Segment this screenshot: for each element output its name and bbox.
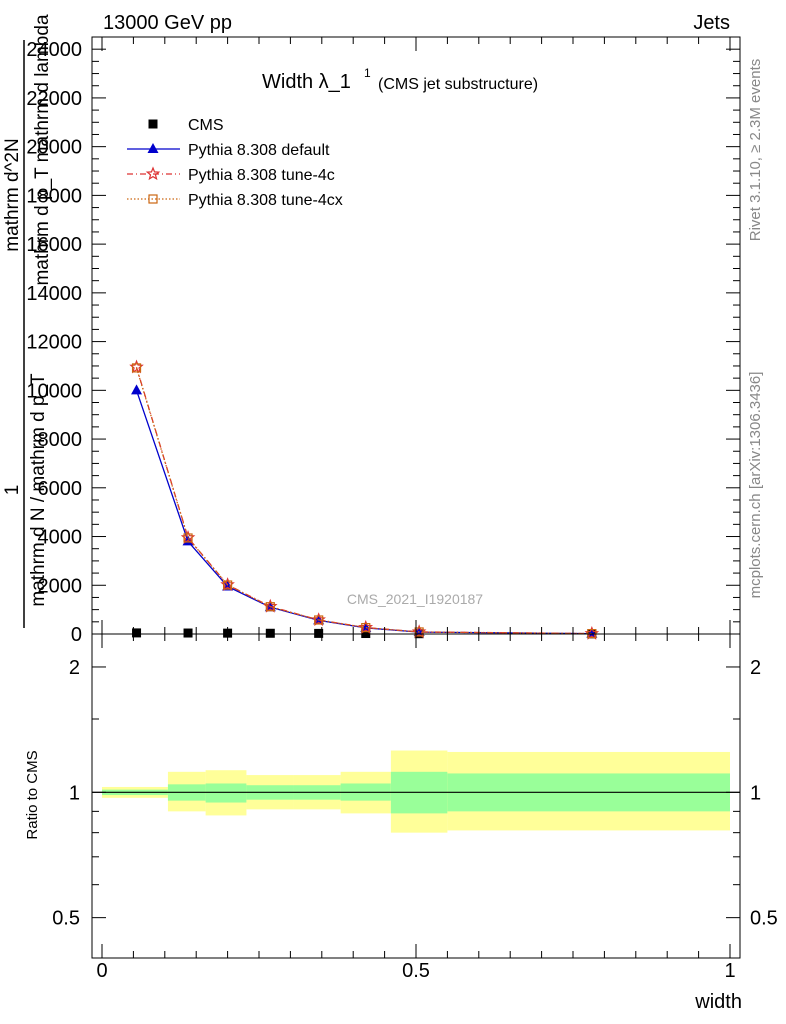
legend-label: CMS (188, 117, 224, 134)
data-point-3 (265, 602, 275, 612)
ylabel-frac2-den: mathrm d p_T mathrm d lambda (32, 14, 53, 285)
x-axis-label: width (694, 991, 742, 1013)
ratio-y-tick-label-right: 1 (750, 782, 761, 804)
y-tick-label: 18000 (26, 185, 82, 207)
mcplots-label: mcplots.cern.ch [arXiv:1306.3436] (747, 372, 764, 599)
rivet-label: Rivet 3.1.10, ≥ 2.3M events (747, 59, 764, 242)
ylabel-frac1-den: mathrm d N / mathrm d p_T (28, 373, 49, 607)
legend-marker (147, 143, 159, 153)
x-tick-label: 0 (96, 960, 107, 982)
legend-item-0: CMS (148, 117, 224, 134)
y-tick-label: 8000 (38, 429, 83, 451)
ratio-y-tick-label: 1 (69, 782, 80, 804)
legend-label: Pythia 8.308 tune-4cx (188, 192, 343, 209)
data-point-3 (361, 623, 371, 633)
stat-band-2 (205, 783, 247, 803)
y-tick-label: 22000 (26, 88, 82, 110)
header-right: Jets (693, 12, 730, 34)
legend-marker (148, 194, 158, 204)
data-point-3 (131, 363, 142, 373)
ratio-y-tick-label-right: 0.5 (750, 908, 778, 930)
main-ylabel: 1 mathrm d N / mathrm d p_T mathrm d^2N … (2, 14, 53, 628)
title-sub: (CMS jet substructure) (378, 76, 538, 93)
ratio-y-tick-label-right: 2 (750, 657, 761, 679)
legend-marker (145, 166, 161, 181)
x-tick-label: 1 (724, 960, 735, 982)
y-tick-label: 0 (71, 624, 82, 646)
main-frame: 0 2000 4000 6000 8000 10000 12000 14000 16000 180… (26, 36, 741, 646)
series-line-3 (135, 367, 592, 635)
y-tick-label: 4000 (38, 527, 83, 549)
x-tick-label: 0.5 (402, 960, 430, 982)
y-tick-label: 24000 (26, 39, 82, 61)
y-tick-label: 6000 (38, 478, 83, 500)
data-point-0 (314, 628, 324, 638)
y-tick-label: 20000 (26, 137, 82, 159)
main-series (129, 359, 600, 640)
ratio-ylabel: Ratio to CMS (24, 750, 41, 839)
legend-marker (148, 119, 158, 129)
ratio-bands (92, 750, 740, 833)
ratio-frame: 0.5 0.5 1 1 2 2 0 0.5 1 (52, 633, 778, 982)
data-point-0 (265, 628, 275, 638)
data-point-3 (223, 580, 233, 590)
legend-label: Pythia 8.308 default (188, 142, 330, 159)
legend-item-2: Pythia 8.308 tune-4c (127, 166, 335, 184)
ylabel-frac2-num: mathrm d^2N (2, 138, 23, 251)
ratio-y-tick-label: 2 (69, 657, 80, 679)
legend: CMS Pythia 8.308 default Pythia 8.308 tune… (127, 117, 343, 209)
y-tick-label: 2000 (38, 575, 83, 597)
ylabel-frac1-num: 1 (2, 485, 23, 496)
title-sup: 1 (364, 66, 371, 80)
watermark: CMS_2021_I1920187 (347, 591, 483, 607)
ratio-y-tick-label: 0.5 (52, 908, 80, 930)
y-tick-label: 12000 (26, 332, 82, 354)
legend-item-3: Pythia 8.308 tune-4cx (127, 192, 343, 209)
y-tick-label: 10000 (26, 380, 82, 402)
data-point-3 (183, 533, 193, 543)
y-tick-label: 16000 (26, 234, 82, 256)
data-point-3 (414, 627, 424, 637)
data-point-3 (314, 615, 324, 625)
legend-label: Pythia 8.308 tune-4c (188, 167, 335, 184)
plot-title: Width λ_1 1 (CMS jet substructure) (262, 66, 538, 93)
legend-item-1: Pythia 8.308 default (127, 142, 330, 159)
data-point-0 (183, 628, 193, 638)
header-left: 13000 GeV pp (103, 12, 232, 34)
data-point-1 (131, 384, 143, 395)
data-point-0 (132, 628, 142, 638)
title-main: Width λ_1 (262, 71, 351, 93)
y-tick-label: 14000 (26, 283, 82, 305)
